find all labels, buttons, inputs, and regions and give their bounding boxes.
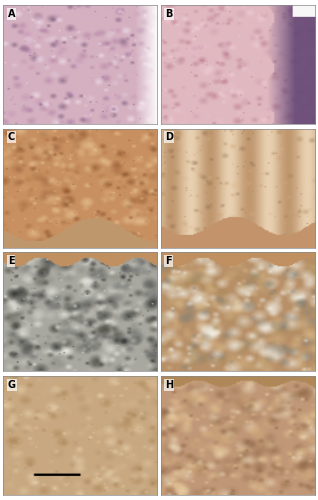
Text: B: B	[165, 8, 173, 18]
Text: C: C	[8, 132, 15, 142]
Text: E: E	[8, 256, 14, 266]
Text: A: A	[8, 8, 15, 18]
Text: H: H	[165, 380, 173, 390]
Text: D: D	[165, 132, 173, 142]
Text: G: G	[8, 380, 16, 390]
Text: F: F	[165, 256, 172, 266]
